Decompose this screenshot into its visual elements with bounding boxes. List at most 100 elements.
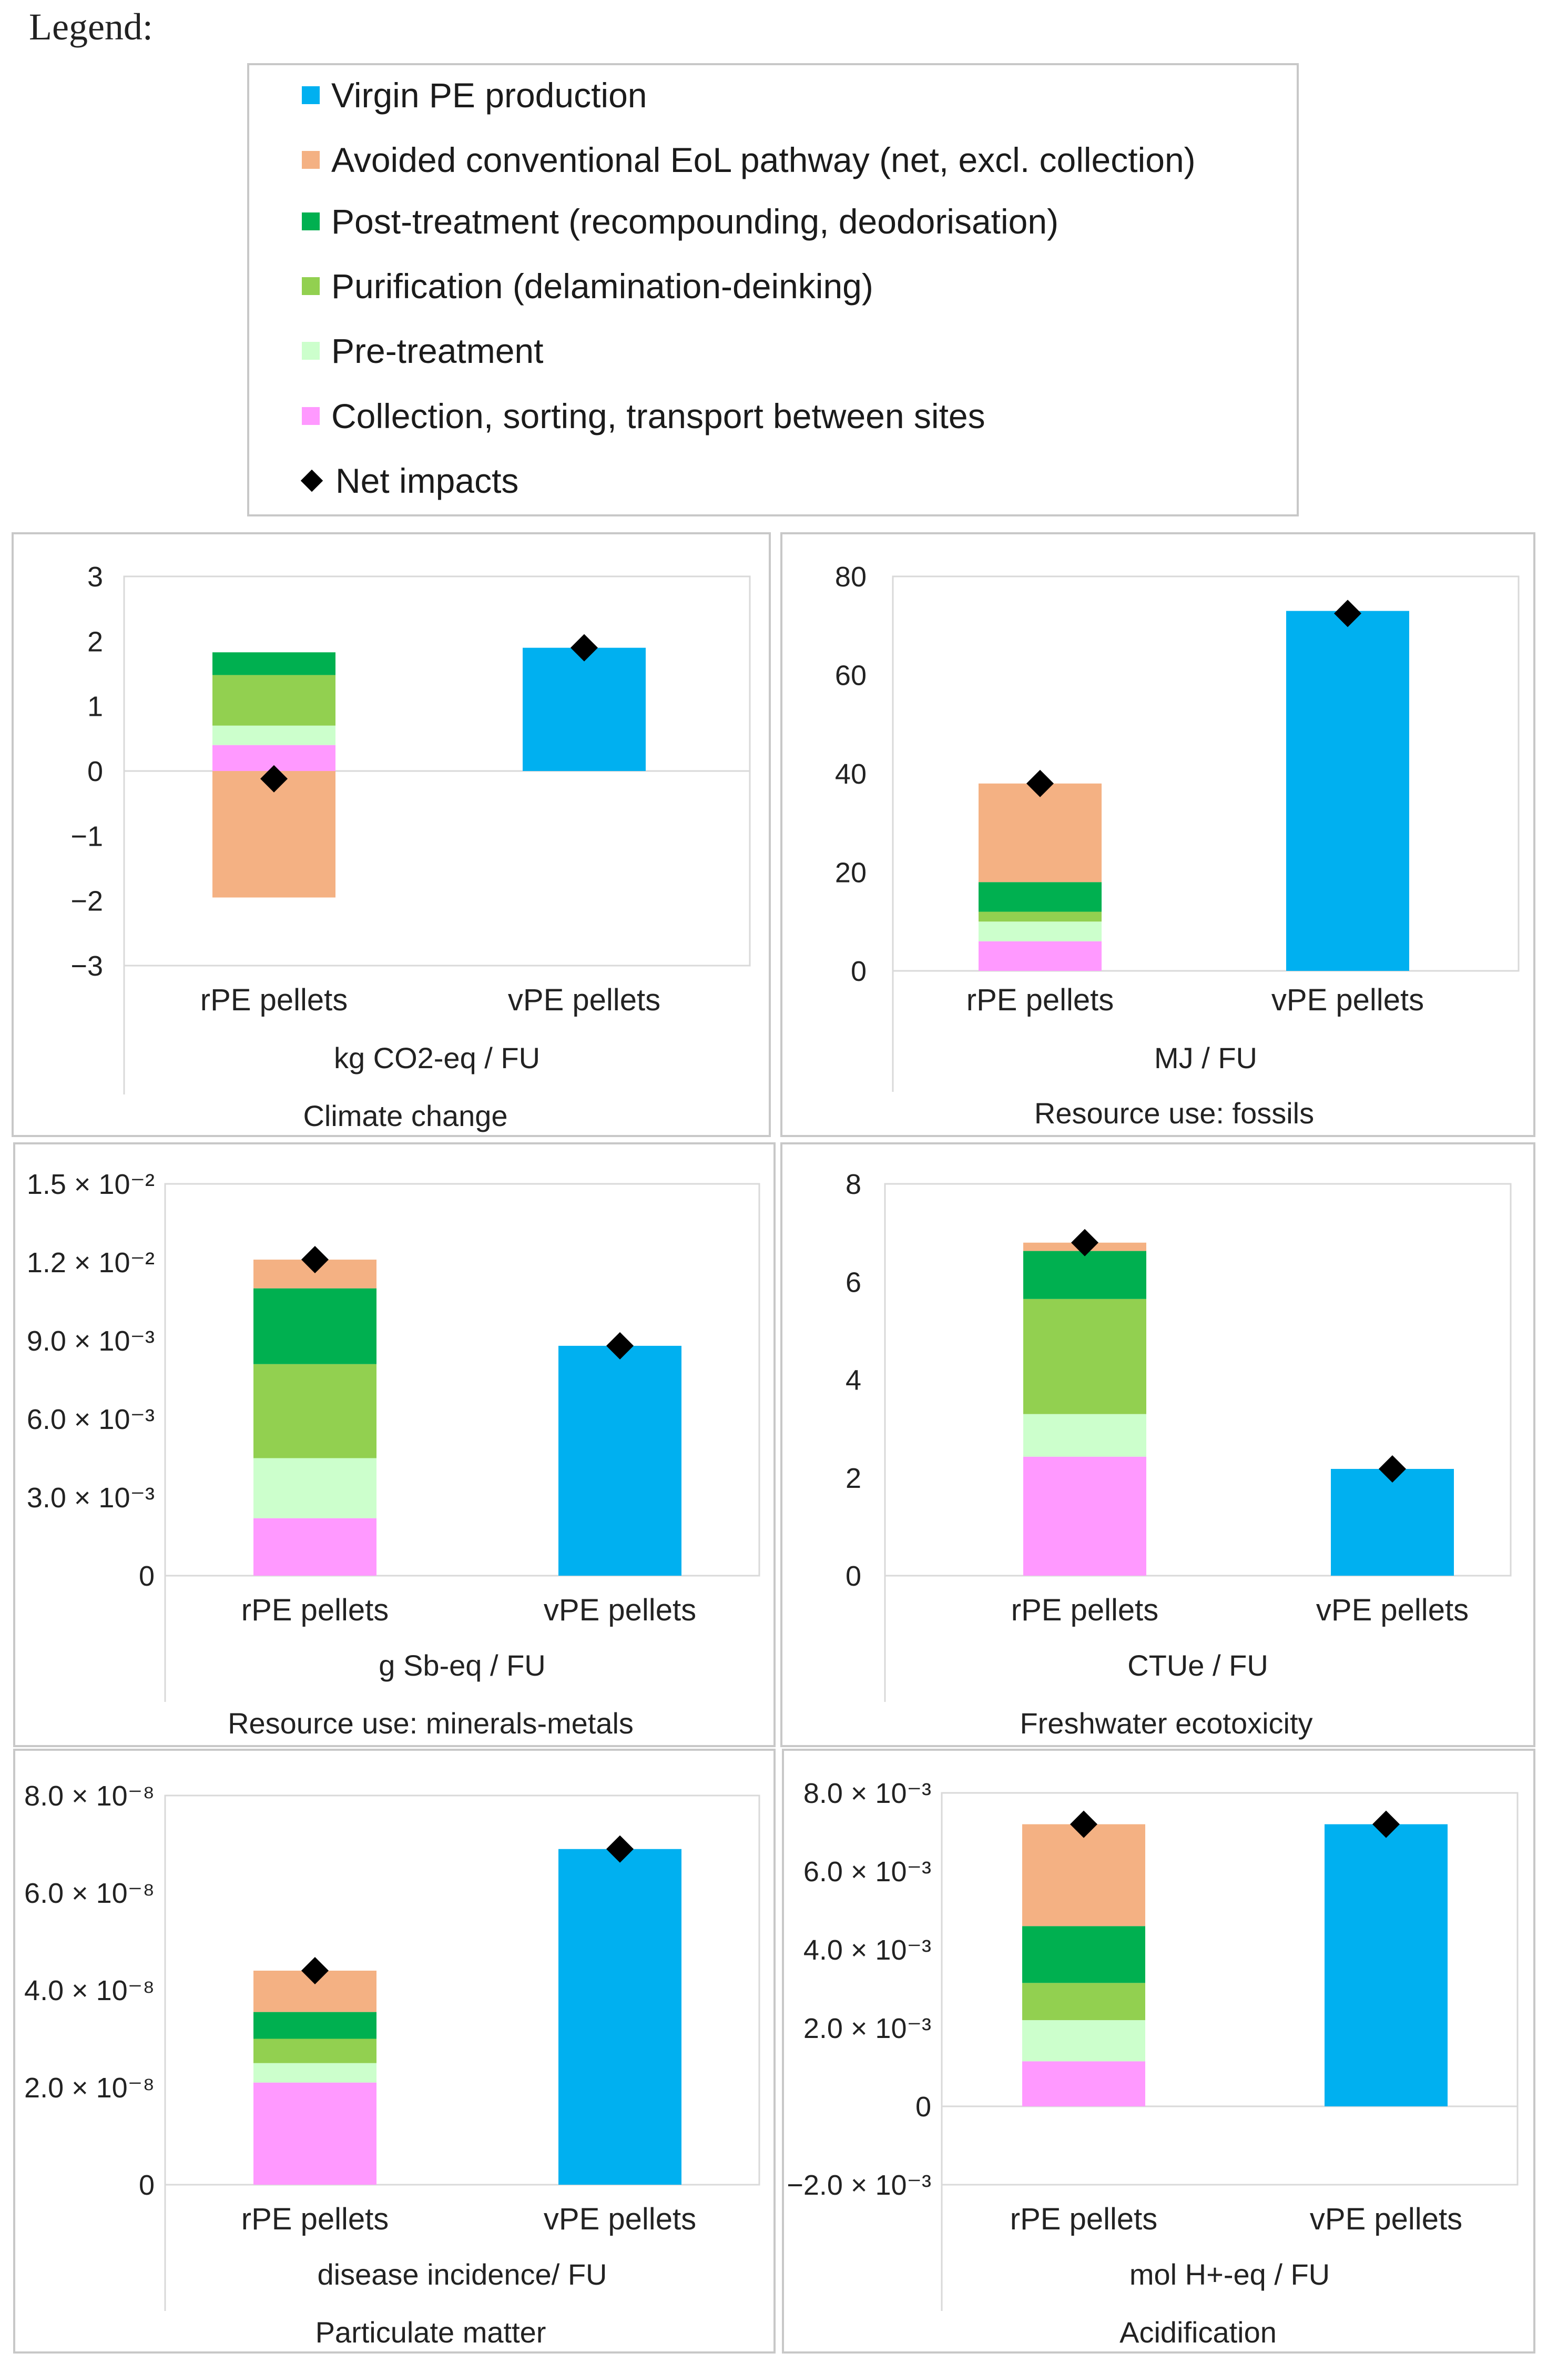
net-impact-marker — [1379, 1455, 1406, 1483]
y-tick-label: 4.0 × 10⁻⁸ — [24, 1975, 155, 2006]
y-tick-label: 3.0 × 10⁻³ — [27, 1482, 155, 1514]
y-tick-label: 0 — [87, 756, 103, 787]
category-label: vPE pellets — [544, 1593, 696, 1627]
y-tick-label: 2 — [87, 626, 103, 657]
legend-label: Collection, sorting, transport between s… — [331, 397, 985, 435]
y-tick-label: 6.0 × 10⁻³ — [27, 1404, 155, 1435]
bar-segment-pre-treatment — [253, 1458, 376, 1518]
plot-area — [164, 1183, 760, 1577]
bar-segment-post-treatment-recompounding-deodorisation — [253, 1288, 376, 1364]
chart-panel-resource-fossils: 80 60 40 20 0 rPE pellets vPE pellets MJ / FU Re… — [780, 532, 1535, 1137]
y-tick-label: −3 — [70, 950, 103, 982]
category-label: rPE pellets — [241, 2202, 389, 2236]
legend-label: Virgin PE production — [331, 76, 647, 115]
chart-title: Particulate matter — [315, 2316, 546, 2349]
legend-swatch — [302, 277, 320, 295]
chart-panel-minerals-metals: 1.5 × 10⁻² 1.2 × 10⁻² 9.0 × 10⁻³ 6.0 × 10⁻³… — [13, 1142, 776, 1747]
y-tick-label: 0 — [139, 2169, 155, 2201]
bar-segment-post-treatment-recompounding-deodorisation — [1023, 1251, 1146, 1299]
y-tick-label: 8 — [846, 1169, 861, 1200]
net-impact-marker — [1070, 1810, 1097, 1838]
bar-segment-post-treatment-recompounding-deodorisation — [1022, 1926, 1145, 1983]
legend-label: Post-treatment (recompounding, deodorisa… — [331, 202, 1059, 241]
bar-segment-avoided-conventional-eol-pathway-net-excl-collection — [979, 783, 1102, 883]
legend: Virgin PE production Avoided conventiona… — [247, 63, 1299, 516]
y-tick-label: −1 — [70, 820, 103, 852]
y-axis-unit-label: mol H+-eq / FU — [1129, 2258, 1330, 2291]
y-tick-label: 0 — [846, 1560, 861, 1592]
category-label: vPE pellets — [1310, 2202, 1462, 2236]
net-impact-marker — [1026, 769, 1054, 797]
category-label: rPE pellets — [241, 1593, 389, 1627]
y-tick-label: 0 — [139, 1560, 155, 1592]
y-tick-label: 9.0 × 10⁻³ — [27, 1325, 155, 1357]
chart-minerals-metals: 1.5 × 10⁻² 1.2 × 10⁻² 9.0 × 10⁻³ 6.0 × 10⁻³… — [27, 1169, 760, 1740]
legend-item-purification: Purification (delamination-deinking) — [302, 260, 873, 312]
bar-segment-purification-delamination-deinking — [1023, 1299, 1146, 1414]
y-tick-label: 1 — [87, 691, 103, 723]
y-axis-unit-label: CTUe / FU — [1127, 1649, 1268, 1682]
category-label: vPE pellets — [1271, 983, 1424, 1017]
y-axis-unit-label: g Sb-eq / FU — [379, 1649, 545, 1682]
y-tick-label: 40 — [835, 758, 867, 790]
y-tick-label: 2.0 × 10⁻⁸ — [24, 2072, 155, 2104]
legend-swatch — [302, 342, 320, 360]
chart-particulate-matter: 8.0 × 10⁻⁸ 6.0 × 10⁻⁸ 4.0 × 10⁻⁸ 2.0 × 10⁻⁸… — [24, 1780, 760, 2349]
y-tick-label: 4.0 × 10⁻³ — [803, 1934, 931, 1966]
y-tick-label: 3 — [87, 561, 103, 593]
legend-item-avoided-eol: Avoided conventional EoL pathway (net, e… — [302, 134, 1196, 186]
legend-label: Avoided conventional EoL pathway (net, e… — [331, 140, 1196, 179]
net-impact-marker — [606, 1835, 634, 1863]
chart-resource-fossils: 80 60 40 20 0 rPE pellets vPE pellets MJ / FU Re… — [835, 561, 1520, 1130]
net-impact-marker — [1334, 600, 1361, 627]
category-label: rPE pellets — [1010, 2202, 1157, 2236]
bar-segment-pre-treatment — [1022, 2020, 1145, 2062]
y-tick-label: 2 — [846, 1463, 861, 1494]
chart-panel-freshwater-ecotoxicity: 8 6 4 2 0 rPE pellets vPE pellets CTUe / FU Fres… — [780, 1142, 1535, 1747]
legend-label: Purification (delamination-deinking) — [331, 267, 873, 306]
bar-segment-post-treatment-recompounding-deodorisation — [979, 882, 1102, 912]
chart-acidification: 8.0 × 10⁻³ 6.0 × 10⁻³ 4.0 × 10⁻³ 2.0 × 10⁻³… — [787, 1778, 1519, 2349]
y-axis-unit-label: kg CO2-eq / FU — [334, 1041, 540, 1074]
bar-segment-virgin-pe-production — [523, 647, 646, 771]
plot-area — [164, 1794, 760, 2186]
chart-title: Resource use: minerals-metals — [228, 1707, 634, 1740]
y-tick-label: 80 — [835, 561, 867, 593]
net-impact-marker — [301, 1957, 329, 1984]
bar-segment-avoided-conventional-eol-pathway-net-excl-collection — [1022, 1824, 1145, 1926]
chart-title: Climate change — [303, 1099, 507, 1132]
y-tick-label: 60 — [835, 660, 867, 692]
legend-item-virgin-pe: Virgin PE production — [302, 69, 647, 121]
bar-segment-post-treatment-recompounding-deodorisation — [253, 2012, 376, 2039]
bar-segment-purification-delamination-deinking — [212, 675, 335, 726]
bar-segment-collection-sorting-transport-between-sites — [979, 941, 1102, 971]
chart-title: Acidification — [1119, 2316, 1277, 2349]
y-tick-label: 8.0 × 10⁻⁸ — [24, 1780, 155, 1812]
y-tick-label: 0 — [915, 2091, 931, 2123]
y-tick-label: 6 — [846, 1266, 861, 1298]
bar-segment-purification-delamination-deinking — [1022, 1983, 1145, 2021]
chart-title: Freshwater ecotoxicity — [1020, 1707, 1312, 1740]
legend-item-pre-treatment: Pre-treatment — [302, 324, 543, 377]
chart-panel-acidification: 8.0 × 10⁻³ 6.0 × 10⁻³ 4.0 × 10⁻³ 2.0 × 10⁻³… — [782, 1749, 1535, 2354]
bar-segment-virgin-pe-production — [1286, 611, 1409, 971]
y-tick-label: 1.2 × 10⁻² — [27, 1247, 155, 1279]
y-tick-label: −2 — [70, 886, 103, 917]
category-label: vPE pellets — [544, 2202, 696, 2236]
chart-panel-particulate-matter: 8.0 × 10⁻⁸ 6.0 × 10⁻⁸ 4.0 × 10⁻⁸ 2.0 × 10⁻⁸… — [13, 1749, 776, 2354]
net-impact-marker — [1071, 1229, 1098, 1256]
y-tick-label: 2.0 × 10⁻³ — [803, 2013, 931, 2044]
chart-freshwater-ecotoxicity: 8 6 4 2 0 rPE pellets vPE pellets CTUe / FU Fres… — [846, 1169, 1512, 1740]
chart-panel-climate-change: 3 2 1 0 −1 −2 −3 rPE pellets vPE pellets kg CO2-e… — [12, 532, 771, 1137]
legend-item-collection: Collection, sorting, transport between s… — [302, 390, 985, 442]
bar-segment-pre-treatment — [212, 725, 335, 745]
bar-segment-collection-sorting-transport-between-sites — [253, 1518, 376, 1576]
y-axis-unit-label: MJ / FU — [1154, 1041, 1257, 1074]
category-label: rPE pellets — [966, 983, 1114, 1017]
bar-segment-virgin-pe-production — [1325, 1824, 1448, 2106]
net-impact-marker — [301, 1246, 329, 1274]
bar-segment-purification-delamination-deinking — [979, 911, 1102, 922]
y-tick-label: 1.5 × 10⁻² — [27, 1169, 155, 1200]
bar-segment-virgin-pe-production — [558, 1345, 681, 1576]
category-label: rPE pellets — [200, 983, 348, 1017]
